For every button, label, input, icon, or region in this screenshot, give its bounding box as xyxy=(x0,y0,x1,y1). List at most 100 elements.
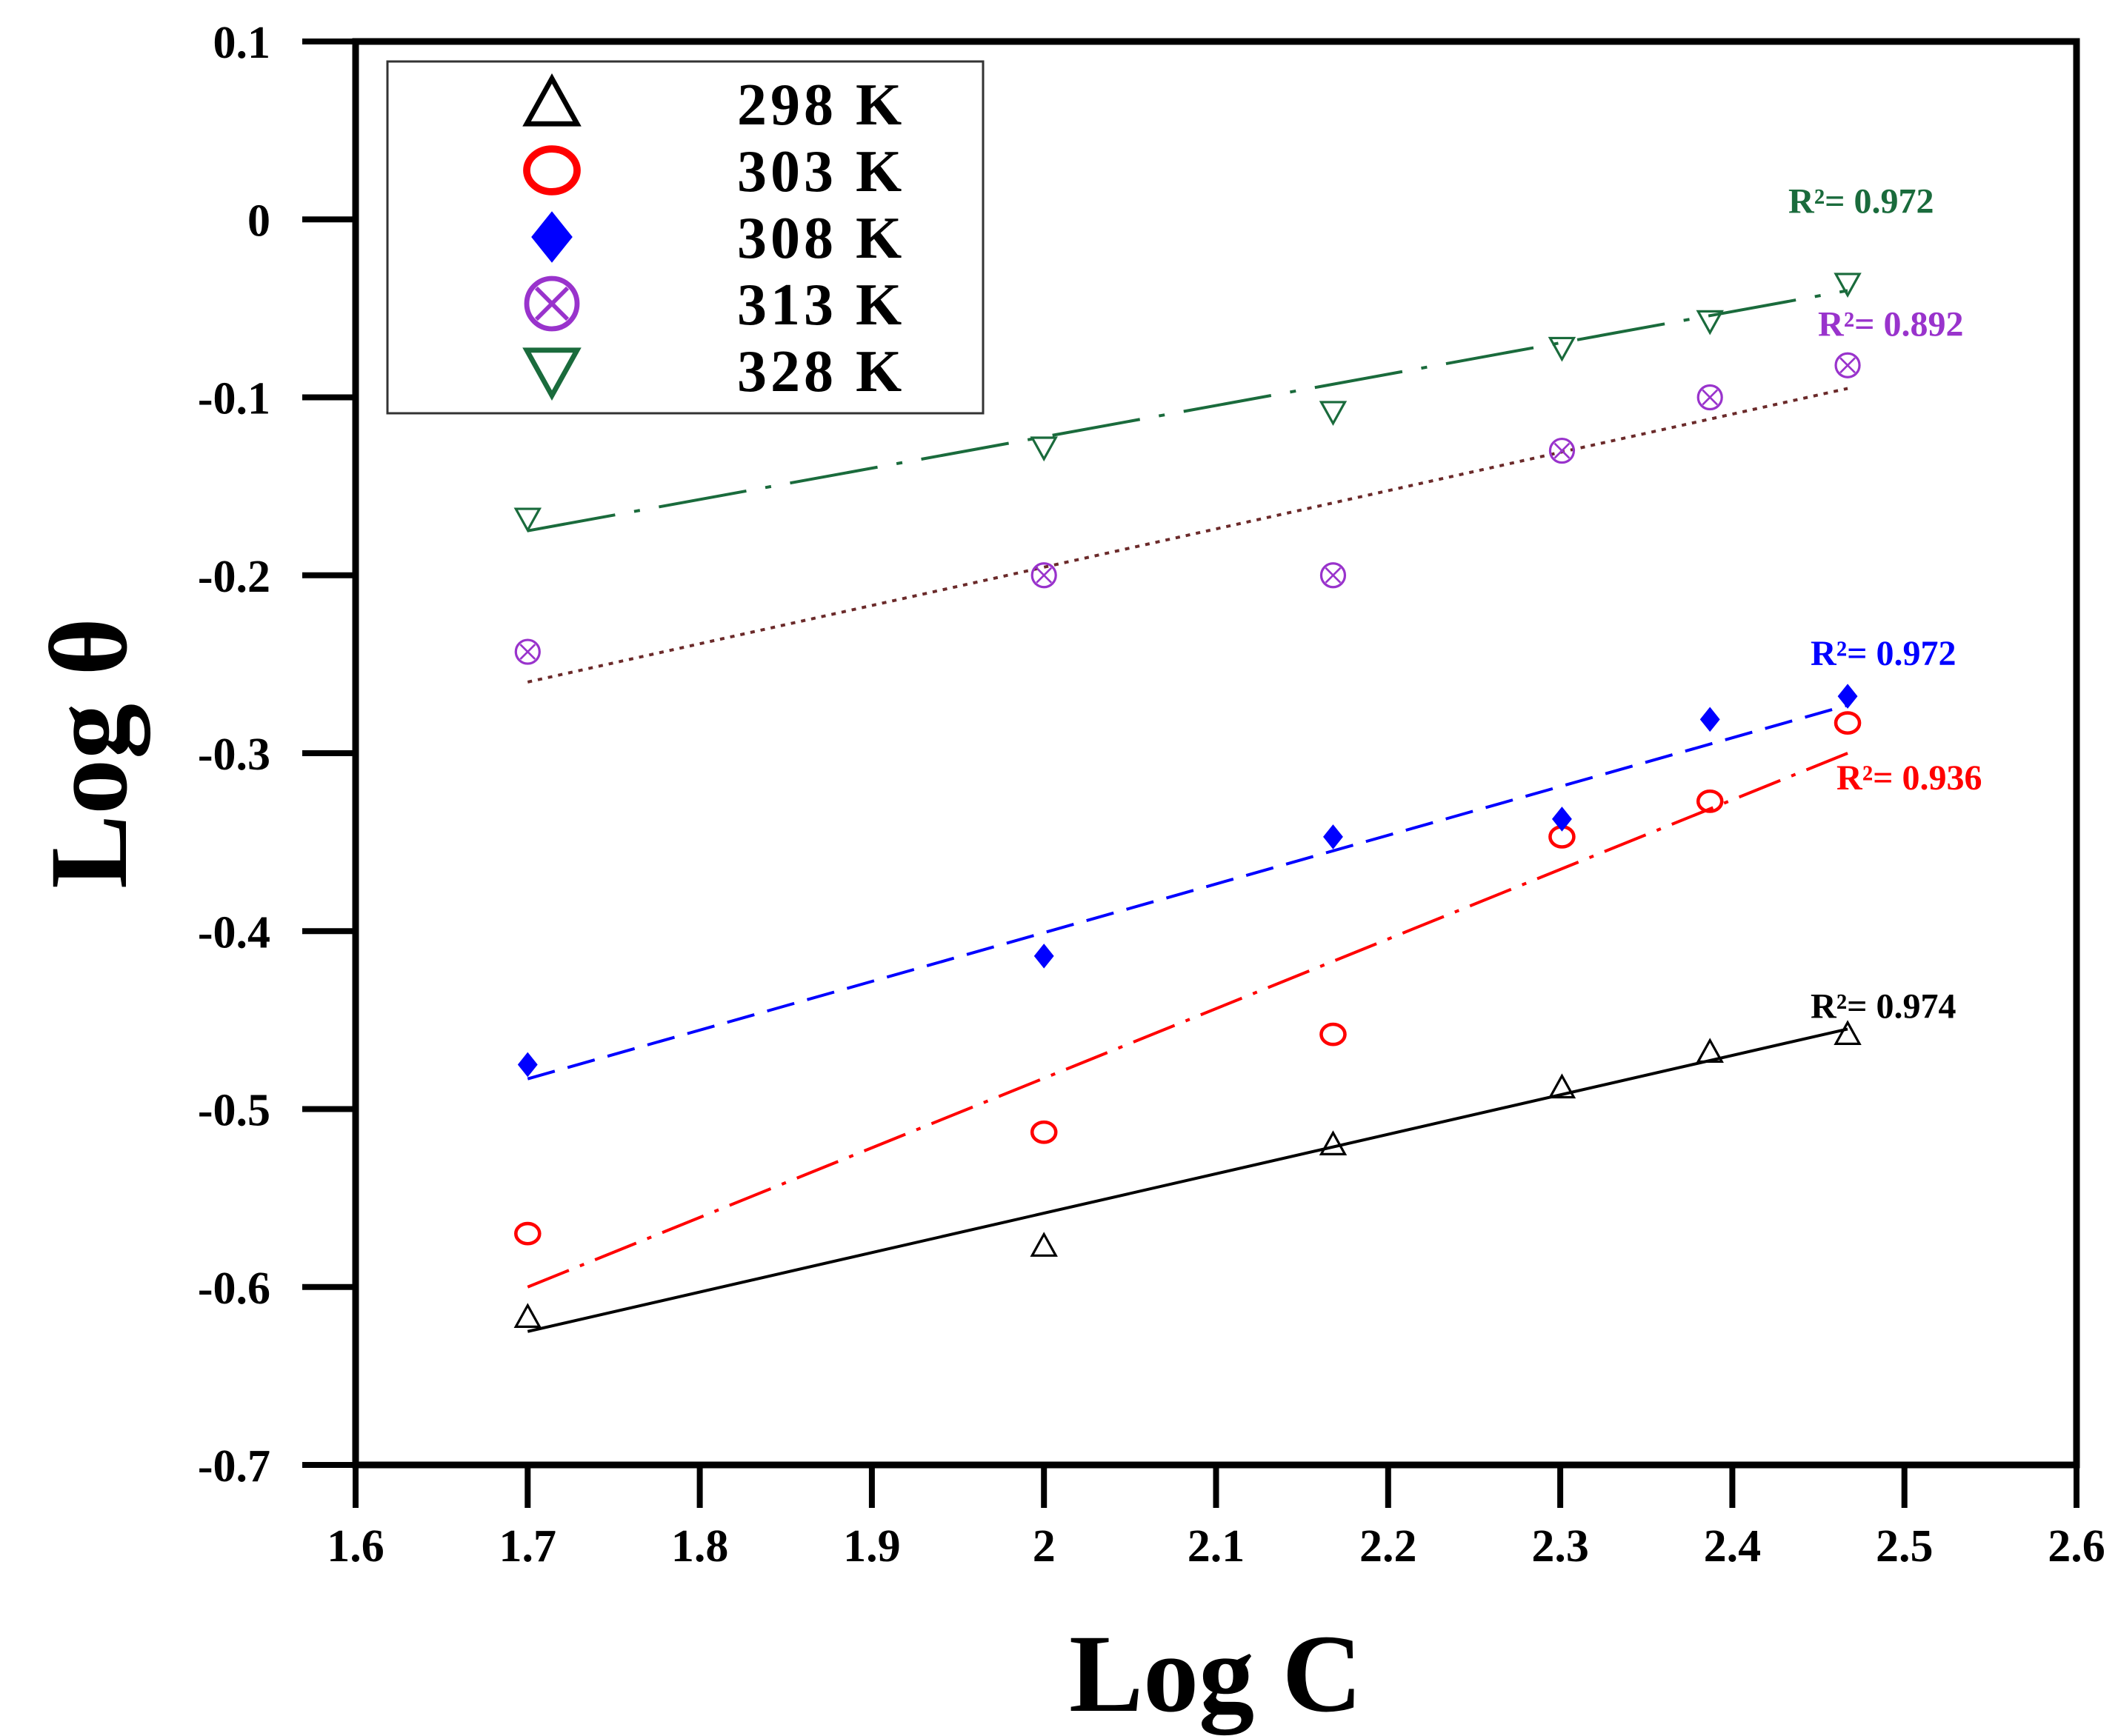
data-point xyxy=(1548,437,1576,464)
circle-x-marker xyxy=(524,276,580,332)
data-point xyxy=(1319,401,1348,427)
y-tick-label: -0.7 xyxy=(198,1441,270,1492)
circle-x-stroke xyxy=(1036,567,1053,584)
data-point xyxy=(513,1303,542,1328)
x-tick-label: 1.6 xyxy=(327,1521,384,1572)
legend-label: 328 K xyxy=(737,339,905,404)
y-tick-label: -0.4 xyxy=(198,907,270,958)
circle-x-marker xyxy=(1696,384,1723,411)
r-squared-labels: R²= 0.974 R²= 0.936 R²= 0.972 R²= 0.892 R²= … xyxy=(1788,182,1982,1026)
triangle-down-marker xyxy=(522,347,582,401)
diamond-marker xyxy=(1837,684,1858,709)
triangle-down-marker xyxy=(1696,310,1724,335)
data-point xyxy=(1696,1038,1724,1064)
triangle-down-marker xyxy=(1319,401,1348,427)
circle-x-marker xyxy=(514,638,541,665)
data-point xyxy=(1837,684,1858,709)
legend-label: 313 K xyxy=(737,273,905,338)
circle-x-stroke xyxy=(1839,357,1856,374)
circle-marker xyxy=(1319,1022,1347,1046)
triangle-marker xyxy=(522,73,582,127)
triangle-down-marker xyxy=(513,507,542,533)
y-axis-ticks: 0.1 0 -0.1 -0.2 -0.3 -0.4 -0.5 -0.6 -0.7 xyxy=(198,18,356,1492)
data-point xyxy=(514,638,541,665)
diamond-marker xyxy=(1033,944,1054,969)
triangle-down-marker xyxy=(1030,436,1058,462)
y-tick-label: 0 xyxy=(247,196,270,246)
y-tick-label: -0.6 xyxy=(198,1263,270,1314)
data-point xyxy=(1548,336,1576,362)
legend-item: 313 K xyxy=(524,273,905,338)
circle-x-stroke xyxy=(1325,567,1342,584)
x-tick-label: 2 xyxy=(1033,1521,1056,1572)
x-tick-label: 2.6 xyxy=(2048,1521,2105,1572)
y-axis-title: Log θ xyxy=(27,618,150,889)
data-point xyxy=(1548,1073,1576,1099)
circle-marker xyxy=(514,1221,542,1246)
triangle-marker xyxy=(1696,1038,1724,1064)
r2-label-k313: R²= 0.892 xyxy=(1818,304,1963,344)
circle-x-stroke xyxy=(1702,389,1719,406)
data-point xyxy=(1696,384,1723,411)
diamond-marker xyxy=(1699,707,1720,732)
circle-x-stroke xyxy=(1553,442,1571,459)
data-point xyxy=(514,1221,542,1246)
x-tick-label: 1.8 xyxy=(671,1521,729,1572)
legend-label: 303 K xyxy=(737,139,905,204)
data-point xyxy=(1030,1232,1058,1257)
r2-label-k328: R²= 0.972 xyxy=(1788,182,1934,221)
data-point xyxy=(1834,711,1862,735)
triangle-marker xyxy=(1548,1073,1576,1099)
data-point xyxy=(513,507,542,533)
circle-x-stroke xyxy=(534,286,570,321)
fit-line-k298 xyxy=(527,1027,1848,1333)
circle-x-marker xyxy=(1319,562,1347,589)
data-point xyxy=(1030,562,1057,589)
triangle-marker xyxy=(513,1303,542,1328)
data-point xyxy=(523,145,581,196)
x-tick-label: 2.3 xyxy=(1531,1521,1589,1572)
data-point xyxy=(522,347,582,401)
x-axis-title: Log C xyxy=(1069,1612,1362,1735)
data-point xyxy=(1834,273,1862,298)
x-tick-label: 2.5 xyxy=(1876,1521,1934,1572)
legend-item: 308 K xyxy=(531,206,902,271)
legend-item: 328 K xyxy=(522,339,905,404)
x-tick-label: 1.7 xyxy=(499,1521,557,1572)
data-point xyxy=(1834,352,1861,378)
x-tick-label: 2.2 xyxy=(1359,1521,1417,1572)
fit-line-k308 xyxy=(527,704,1848,1081)
data-point xyxy=(1699,707,1720,732)
diamond-marker xyxy=(531,211,573,263)
r2-label-k303: R²= 0.936 xyxy=(1836,758,1982,798)
triangle-marker xyxy=(1834,1020,1862,1045)
data-point xyxy=(1033,944,1054,969)
data-point xyxy=(1319,1130,1348,1155)
x-tick-label: 2.1 xyxy=(1188,1521,1245,1572)
circle-marker xyxy=(1030,1120,1058,1144)
legend-item: 298 K xyxy=(522,73,902,138)
circle-x-stroke xyxy=(519,644,536,660)
data-point xyxy=(1696,789,1724,813)
diamond-marker xyxy=(1551,807,1572,832)
y-tick-label: -0.5 xyxy=(198,1086,270,1136)
y-tick-label: -0.3 xyxy=(198,730,270,780)
data-points xyxy=(513,273,1862,1328)
data-point xyxy=(1319,562,1347,589)
data-point xyxy=(524,276,580,332)
x-tick-label: 2.4 xyxy=(1704,1521,1762,1572)
circle-marker xyxy=(523,145,581,196)
data-point xyxy=(1323,824,1343,849)
x-tick-label: 1.9 xyxy=(843,1521,901,1572)
data-point xyxy=(1030,436,1058,462)
data-point xyxy=(1030,1120,1058,1144)
triangle-down-marker xyxy=(1834,273,1862,298)
fit-line-k328 xyxy=(527,289,1848,533)
data-point xyxy=(531,211,573,263)
data-point xyxy=(1319,1022,1347,1046)
fit-lines xyxy=(527,289,1848,1333)
legend-box xyxy=(386,60,985,415)
triangle-marker xyxy=(1030,1232,1058,1257)
data-point xyxy=(517,1052,538,1078)
